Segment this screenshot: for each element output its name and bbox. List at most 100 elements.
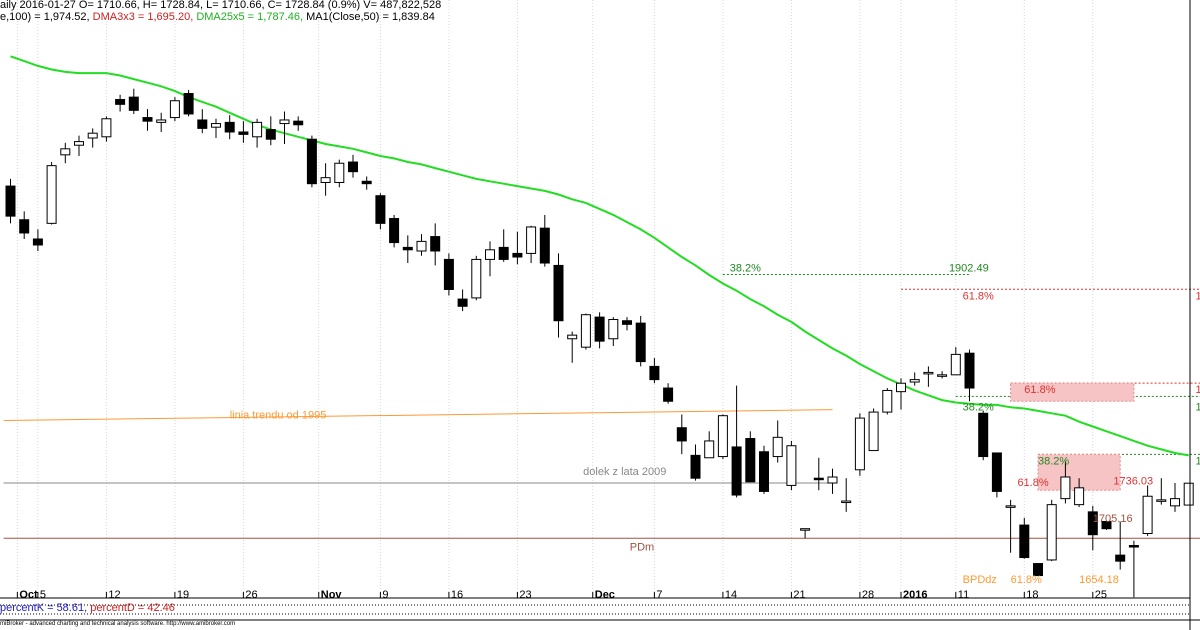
annotation-label: 1705.16 xyxy=(1093,513,1133,525)
annotation-label: 61.8% xyxy=(963,290,994,302)
candle xyxy=(320,163,331,196)
x-tick-label: 19 xyxy=(177,589,189,601)
candle-body xyxy=(320,177,331,183)
candle-body xyxy=(457,298,468,307)
candle-body xyxy=(786,445,797,486)
candle-body xyxy=(772,436,783,458)
x-tick-label: 7 xyxy=(656,589,662,601)
candle xyxy=(169,97,180,122)
x-tick-label: 16 xyxy=(451,589,463,601)
candle-body xyxy=(60,148,71,156)
candle xyxy=(485,241,495,277)
candle xyxy=(1156,478,1167,505)
candle-body xyxy=(265,129,276,140)
candle xyxy=(854,413,865,476)
candle xyxy=(1005,499,1016,553)
header-dma25x5: DMA25x5 = 1,787.46, xyxy=(196,11,307,23)
fib-zone xyxy=(1010,382,1135,402)
candle xyxy=(937,371,948,379)
candle xyxy=(608,317,619,346)
candle xyxy=(156,112,167,132)
level-line xyxy=(3,409,833,421)
candle-body xyxy=(937,374,948,377)
price-axis-scrollbar[interactable] xyxy=(1190,0,1200,598)
candle-body xyxy=(293,120,304,126)
candle-body xyxy=(128,96,139,111)
candle-body xyxy=(224,121,235,133)
annotation-label: 61.8% xyxy=(1011,574,1042,586)
candle xyxy=(1101,520,1112,530)
chart-header-ohlc: aily 2016-01-27 O= 1710.66, H= 1728.84, … xyxy=(0,0,441,11)
x-tick-label: 9 xyxy=(382,589,388,601)
x-tick-label: 28 xyxy=(862,589,874,601)
header-ma50: MA1(Close,50) = 1,839.84 xyxy=(306,11,435,23)
candle xyxy=(115,94,126,112)
candle xyxy=(553,253,564,338)
candle-body xyxy=(964,352,975,389)
annotation-label: 1812.09 xyxy=(1196,384,1200,396)
candle xyxy=(402,235,413,264)
x-tick-label: 26 xyxy=(245,589,257,601)
candle-body xyxy=(1128,545,1139,548)
x-tick-label: 5 xyxy=(40,589,46,601)
candle-body xyxy=(854,417,865,471)
candle xyxy=(348,154,358,178)
candle xyxy=(1019,517,1030,559)
candle-body xyxy=(402,246,413,251)
candle-body xyxy=(759,451,769,492)
annotation-label: 61.8% xyxy=(1024,384,1055,396)
candle xyxy=(265,116,276,146)
candle-body xyxy=(950,353,961,376)
candle xyxy=(717,414,728,459)
candle xyxy=(704,431,715,459)
candle-body xyxy=(608,319,619,340)
candle xyxy=(950,347,961,376)
candle-body xyxy=(74,141,84,146)
candle xyxy=(60,142,71,164)
candle-body xyxy=(1005,505,1016,508)
candle xyxy=(32,229,43,251)
annotation-label: linia trendu od 1995 xyxy=(230,410,327,422)
candle xyxy=(800,528,811,539)
candle-body xyxy=(1033,563,1043,577)
candle-body xyxy=(813,477,824,481)
candle xyxy=(512,231,523,265)
candle-body xyxy=(594,316,605,342)
candle xyxy=(1128,540,1139,598)
annotation-label: 38.2% xyxy=(730,262,761,274)
candle xyxy=(457,289,468,312)
x-tick-label: 11 xyxy=(958,589,969,601)
candle xyxy=(786,440,797,491)
candle-body xyxy=(197,119,208,129)
candle xyxy=(676,414,687,455)
candle xyxy=(46,162,57,225)
candle-body xyxy=(882,389,893,413)
candle xyxy=(19,211,30,239)
candle-body xyxy=(361,180,372,185)
oscillator-panel xyxy=(0,604,1200,621)
annotation-label: 1902.49 xyxy=(949,262,989,274)
annotation-label: 61.8% xyxy=(1017,477,1048,489)
price-candles xyxy=(5,88,1194,598)
candle xyxy=(991,452,1002,498)
header-ma100: e,100) = 1,974.52, xyxy=(0,11,93,23)
annotation-label: 38.2% xyxy=(963,401,994,413)
candle xyxy=(279,111,290,145)
candle xyxy=(142,109,153,131)
candle xyxy=(74,135,84,157)
candle-body xyxy=(676,427,687,442)
candle-body xyxy=(827,476,838,484)
candle xyxy=(361,176,372,190)
candle xyxy=(293,116,304,131)
candle xyxy=(252,118,263,148)
candle xyxy=(1074,478,1085,508)
candle-body xyxy=(800,528,811,531)
candle xyxy=(375,193,386,230)
amibroker-footer: miBroker - advanced charting and technic… xyxy=(0,621,236,627)
candle-body xyxy=(156,119,167,123)
candle xyxy=(882,388,893,415)
candle xyxy=(471,255,482,301)
candle xyxy=(909,372,920,386)
